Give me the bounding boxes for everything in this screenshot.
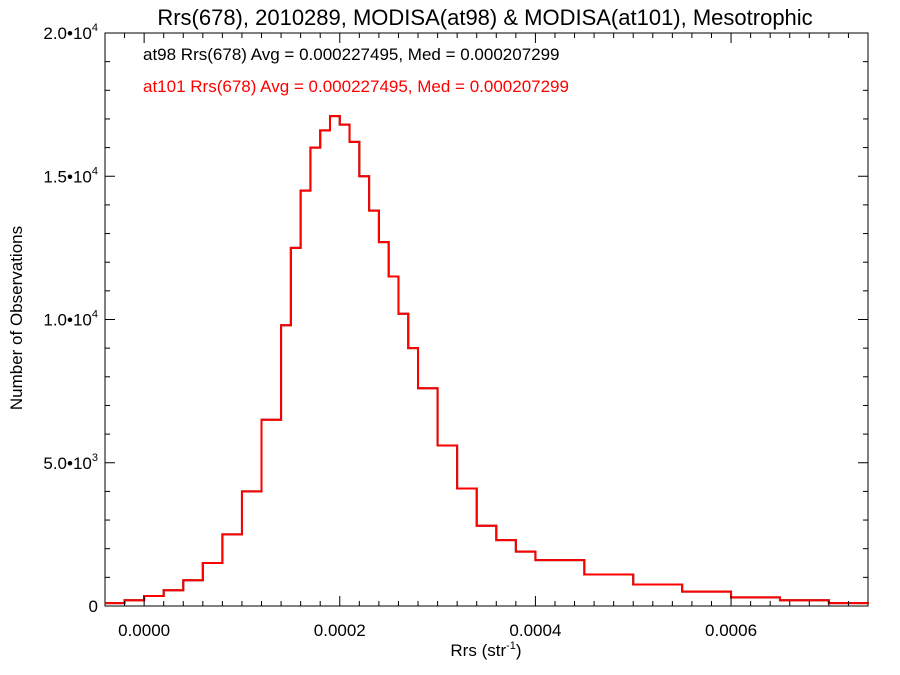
x-tick-label-3: 0.0006 — [705, 621, 757, 640]
y-ticks: 0 5.0•103 1.0•104 1.5•104 2.0•104 — [43, 22, 868, 616]
y-axis-label: Number of Observations — [7, 226, 26, 410]
y-tick-label-3: 1.5•104 — [43, 165, 98, 186]
annotation-at101: at101 Rrs(678) Avg = 0.000227495, Med = … — [143, 77, 569, 96]
y-tick-label-4: 2.0•104 — [43, 22, 98, 43]
plot-frame — [104, 32, 869, 607]
x-tick-label-0: 0.0000 — [118, 621, 170, 640]
x-tick-label-1: 0.0002 — [314, 621, 366, 640]
x-tick-label-2: 0.0004 — [509, 621, 561, 640]
y-tick-label-1: 5.0•103 — [43, 452, 98, 473]
chart-title: Rrs(678), 2010289, MODISA(at98) & MODISA… — [157, 5, 812, 30]
annotation-at98: at98 Rrs(678) Avg = 0.000227495, Med = 0… — [143, 45, 560, 64]
series-layer — [105, 115, 869, 605]
y-tick-label-2: 1.0•104 — [43, 309, 98, 330]
y-tick-label-0: 0 — [89, 597, 98, 616]
x-ticks: 0.0000 0.0002 0.0004 0.0006 — [118, 33, 849, 640]
x-axis-label: Rrs (str-1) — [450, 640, 521, 660]
series-line-at98 — [105, 115, 869, 605]
series-line-at101 — [105, 115, 869, 605]
